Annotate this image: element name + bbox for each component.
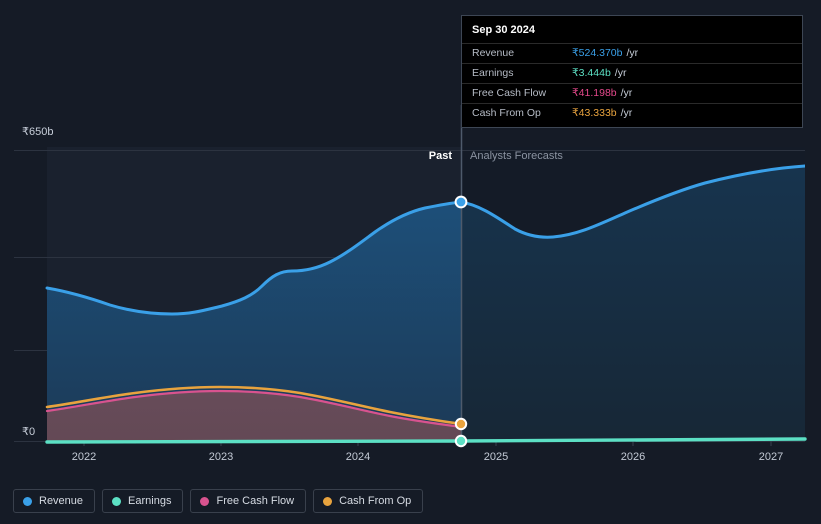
revenue-area-forecast [461, 166, 805, 441]
tooltip-unit-earnings: /yr [614, 67, 627, 79]
tooltip-date: Sep 30 2024 [472, 24, 535, 36]
free-cash-flow-line [45, 389, 461, 429]
legend-label-cash-from-op: Cash From Op [339, 495, 412, 507]
y-axis-zero-label: ₹0 [22, 425, 41, 438]
tooltip-label-revenue: Revenue [472, 47, 515, 59]
revenue-line-past [45, 200, 461, 316]
tooltip-value-revenue: ₹524.370b [572, 47, 623, 59]
x-axis-tick-2026: 2026 [620, 451, 646, 463]
x-axis-tick-2023: 2023 [208, 451, 234, 463]
cash-from-op-color-swatch-icon [323, 496, 333, 506]
earnings-color-swatch-icon [112, 496, 122, 506]
legend-label-free-cash-flow: Free Cash Flow [216, 495, 295, 507]
tooltip-unit-free-cash-flow: /yr [620, 87, 633, 99]
revenue-line-forecast [461, 164, 805, 239]
tooltip-row-free-cash-flow: Free Cash Flow ₹41.198b /yr [462, 83, 802, 103]
chart-tooltip: Sep 30 2024 Revenue ₹524.370b /yr Earnin… [461, 15, 803, 128]
legend-label-earnings: Earnings [128, 495, 172, 507]
cash-from-op-line [45, 385, 461, 426]
revenue-color-swatch-icon [23, 496, 32, 506]
free-cash-flow-color-swatch-icon [200, 496, 210, 506]
revenue-area-past [47, 202, 461, 441]
tooltip-unit-revenue: /yr [626, 47, 639, 59]
tooltip-value-earnings: ₹3.444b [572, 67, 611, 79]
tooltip-value-cash-from-op: ₹43.333b [572, 107, 617, 119]
tooltip-label-earnings: Earnings [472, 67, 514, 79]
tooltip-row-cash-from-op: Cash From Op ₹43.333b /yr [462, 103, 802, 123]
legend-item-free-cash-flow[interactable]: Free Cash Flow [190, 489, 307, 513]
tooltip-label-cash-from-op: Cash From Op [472, 107, 541, 119]
revenue-marker[interactable] [454, 195, 468, 209]
x-axis-tick-2027: 2027 [758, 451, 784, 463]
tooltip-row-revenue: Revenue ₹524.370b /yr [462, 43, 802, 63]
legend-item-cash-from-op[interactable]: Cash From Op [313, 489, 424, 513]
x-axis-tick-2025: 2025 [483, 451, 509, 463]
tooltip-row-earnings: Earnings ₹3.444b /yr [462, 63, 802, 83]
x-axis-tick-2022: 2022 [71, 451, 97, 463]
chart-legend: Revenue Earnings Free Cash Flow Cash Fro… [13, 489, 424, 513]
chart-svg [14, 105, 807, 448]
cash-from-op-marker[interactable] [454, 417, 468, 431]
x-axis-tick-2024: 2024 [345, 451, 371, 463]
legend-label-revenue: Revenue [39, 495, 84, 507]
tooltip-label-free-cash-flow: Free Cash Flow [472, 87, 547, 99]
earnings-marker[interactable] [454, 434, 468, 448]
y-axis-max-label: ₹650b [22, 125, 59, 138]
legend-item-earnings[interactable]: Earnings [102, 489, 184, 513]
legend-item-revenue[interactable]: Revenue [13, 489, 96, 513]
tooltip-value-free-cash-flow: ₹41.198b [572, 87, 617, 99]
chart-plot-area [14, 105, 807, 448]
tooltip-unit-cash-from-op: /yr [620, 107, 633, 119]
free-cash-flow-area [47, 390, 461, 441]
